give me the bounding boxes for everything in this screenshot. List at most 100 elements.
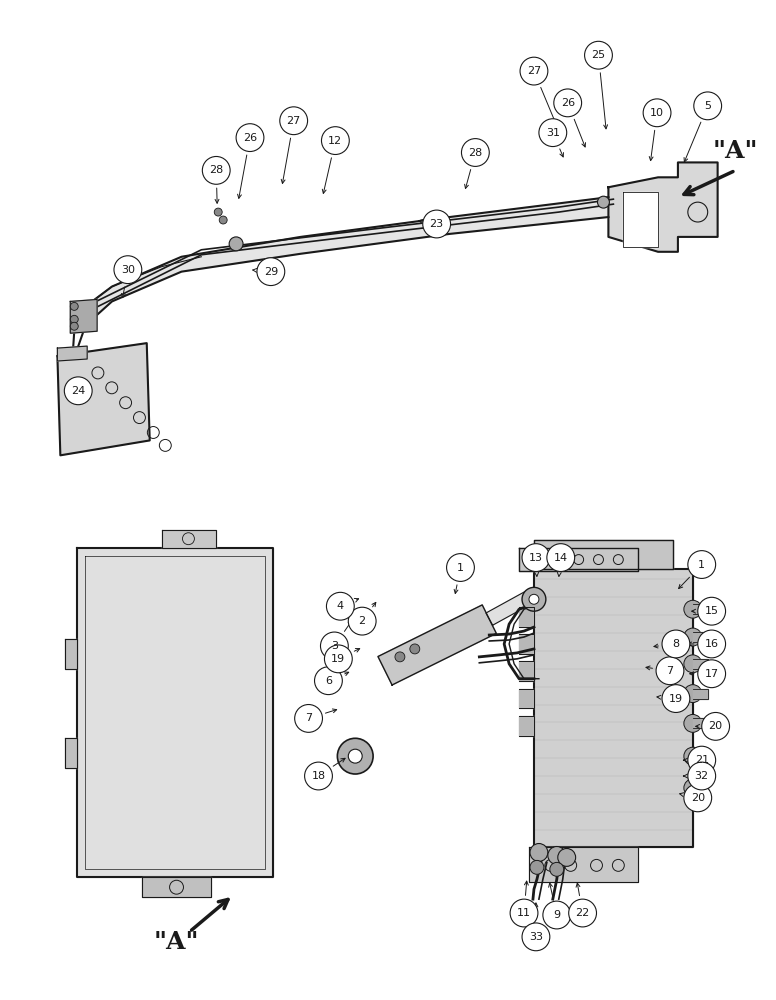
Circle shape (320, 632, 348, 660)
Text: 1: 1 (698, 560, 705, 570)
Polygon shape (378, 605, 497, 685)
Circle shape (257, 258, 285, 286)
Text: 19: 19 (669, 694, 683, 704)
Text: 4: 4 (337, 601, 344, 611)
Circle shape (530, 860, 544, 874)
Bar (519, 634, 534, 654)
Text: 12: 12 (328, 136, 342, 146)
Text: 3: 3 (331, 641, 338, 651)
Text: 31: 31 (546, 128, 559, 138)
Polygon shape (534, 540, 673, 569)
Circle shape (548, 847, 566, 864)
Circle shape (114, 256, 142, 284)
Text: 28: 28 (468, 148, 483, 158)
Circle shape (510, 899, 538, 927)
Circle shape (522, 587, 546, 611)
Circle shape (446, 554, 474, 581)
Polygon shape (693, 751, 708, 761)
Circle shape (529, 594, 539, 604)
Circle shape (71, 322, 78, 330)
Circle shape (295, 705, 323, 732)
Text: 7: 7 (305, 713, 312, 723)
Text: "A": "A" (154, 930, 199, 954)
Circle shape (698, 597, 726, 625)
Text: 26: 26 (560, 98, 575, 108)
Circle shape (550, 862, 563, 876)
Text: 23: 23 (430, 219, 444, 229)
Circle shape (423, 210, 451, 238)
Circle shape (324, 645, 352, 673)
Text: 29: 29 (264, 267, 278, 277)
Circle shape (522, 923, 550, 951)
Circle shape (520, 57, 548, 85)
Circle shape (554, 89, 581, 117)
Circle shape (547, 544, 575, 571)
Circle shape (684, 779, 702, 797)
Circle shape (410, 644, 420, 654)
Polygon shape (693, 659, 708, 669)
Polygon shape (519, 548, 638, 571)
Circle shape (684, 784, 712, 812)
Polygon shape (65, 738, 78, 768)
Text: 20: 20 (691, 793, 705, 803)
Polygon shape (693, 783, 708, 793)
Circle shape (539, 119, 566, 147)
Circle shape (702, 712, 729, 740)
Text: 11: 11 (517, 908, 531, 918)
Polygon shape (78, 548, 273, 877)
Circle shape (305, 762, 332, 790)
Circle shape (688, 762, 715, 790)
Circle shape (314, 667, 342, 695)
Text: 25: 25 (591, 50, 605, 60)
Polygon shape (608, 162, 718, 252)
Text: 19: 19 (331, 654, 345, 664)
Text: 8: 8 (672, 639, 680, 649)
Text: 21: 21 (695, 755, 708, 765)
Circle shape (698, 660, 726, 688)
Circle shape (684, 628, 702, 646)
Text: 22: 22 (576, 908, 590, 918)
Text: 5: 5 (704, 101, 711, 111)
Bar (519, 716, 534, 736)
Circle shape (348, 607, 376, 635)
Circle shape (530, 844, 548, 861)
Circle shape (522, 544, 550, 571)
Polygon shape (693, 604, 708, 614)
Circle shape (348, 749, 362, 763)
Circle shape (64, 377, 92, 405)
Circle shape (338, 738, 373, 774)
Circle shape (71, 315, 78, 323)
Text: 13: 13 (529, 553, 543, 563)
Bar (519, 661, 534, 681)
Circle shape (684, 685, 702, 703)
Text: "A": "A" (712, 139, 758, 163)
Circle shape (203, 156, 230, 184)
Text: 28: 28 (209, 165, 223, 175)
Circle shape (327, 592, 354, 620)
Text: 14: 14 (554, 553, 568, 563)
Circle shape (684, 600, 702, 618)
Text: 6: 6 (325, 676, 332, 686)
Text: 27: 27 (527, 66, 541, 76)
Text: 18: 18 (311, 771, 326, 781)
Circle shape (395, 652, 405, 662)
Circle shape (543, 901, 570, 929)
Polygon shape (71, 299, 97, 333)
Circle shape (462, 139, 490, 166)
Polygon shape (534, 569, 693, 847)
Text: 2: 2 (359, 616, 365, 626)
Polygon shape (92, 197, 608, 319)
Circle shape (558, 848, 576, 866)
Circle shape (584, 41, 612, 69)
Polygon shape (693, 632, 708, 642)
Bar (519, 689, 534, 708)
Text: 32: 32 (695, 771, 708, 781)
Polygon shape (161, 530, 217, 548)
Circle shape (684, 747, 702, 765)
Circle shape (598, 196, 609, 208)
Circle shape (656, 657, 684, 685)
Text: 7: 7 (667, 666, 674, 676)
Circle shape (698, 630, 726, 658)
Text: 17: 17 (705, 669, 719, 679)
Polygon shape (486, 591, 532, 625)
